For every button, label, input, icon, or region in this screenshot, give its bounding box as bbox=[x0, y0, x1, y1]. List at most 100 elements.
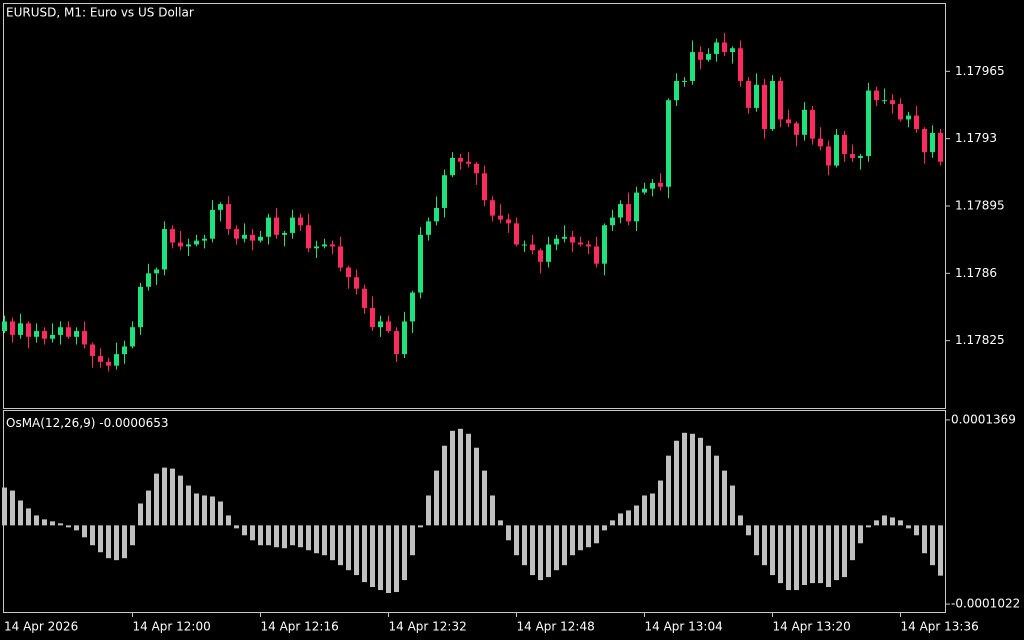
histogram-bar bbox=[434, 470, 439, 526]
candle-body bbox=[866, 90, 871, 156]
histogram-bar bbox=[898, 520, 903, 526]
histogram-bar bbox=[74, 525, 79, 531]
histogram-bar bbox=[122, 525, 127, 559]
candle-body bbox=[738, 48, 743, 81]
candle-body bbox=[426, 221, 431, 235]
histogram-bar bbox=[2, 487, 7, 526]
candle-body bbox=[282, 232, 287, 235]
histogram-bar bbox=[42, 519, 47, 526]
candle-body bbox=[202, 238, 207, 241]
candle-body bbox=[130, 327, 135, 347]
candle-body bbox=[330, 244, 335, 247]
candle-body bbox=[242, 234, 247, 239]
histogram-bar bbox=[658, 480, 663, 526]
histogram-bar bbox=[802, 525, 807, 586]
histogram-bar bbox=[34, 515, 39, 526]
candle-body bbox=[546, 244, 551, 262]
histogram-bar bbox=[890, 517, 895, 526]
candle-body bbox=[434, 207, 439, 222]
histogram-bar bbox=[290, 525, 295, 546]
histogram-bar bbox=[18, 500, 23, 526]
histogram-bar bbox=[226, 515, 231, 526]
candle-body bbox=[346, 267, 351, 278]
candle-body bbox=[322, 244, 327, 247]
candle-body bbox=[410, 292, 415, 322]
histogram-bar bbox=[858, 525, 863, 544]
histogram-bar bbox=[690, 433, 695, 526]
histogram-bar bbox=[162, 467, 167, 526]
candle-body bbox=[362, 288, 367, 308]
histogram-bar bbox=[714, 455, 719, 526]
candle-body bbox=[674, 80, 679, 101]
candle-body bbox=[394, 331, 399, 355]
candle-body bbox=[122, 346, 127, 355]
histogram-bar bbox=[282, 525, 287, 549]
candle-body bbox=[746, 80, 751, 108]
histogram-bar bbox=[314, 525, 319, 554]
histogram-bar bbox=[938, 525, 943, 576]
histogram-bar bbox=[618, 513, 623, 526]
histogram-bar bbox=[362, 525, 367, 583]
histogram-bar bbox=[642, 495, 647, 526]
x-tick-label: 14 Apr 13:20 bbox=[773, 620, 851, 634]
histogram-bar bbox=[746, 525, 751, 536]
candle-body bbox=[490, 200, 495, 216]
candle-body bbox=[26, 323, 31, 337]
histogram-bar bbox=[146, 490, 151, 526]
histogram-bar bbox=[386, 525, 391, 594]
candle-body bbox=[178, 242, 183, 247]
indicator-last-value: -0.0000653 bbox=[99, 416, 168, 430]
candle-body bbox=[50, 334, 55, 339]
histogram-bar bbox=[530, 525, 535, 576]
candle-body bbox=[602, 225, 607, 264]
candle-body bbox=[34, 331, 39, 337]
x-tick-label: 14 Apr 12:00 bbox=[133, 620, 211, 634]
histogram-bar bbox=[274, 525, 279, 548]
histogram-bar bbox=[834, 525, 839, 581]
candle-body bbox=[466, 161, 471, 164]
candle-body bbox=[682, 80, 687, 82]
histogram-bar bbox=[826, 525, 831, 588]
histogram-bar bbox=[402, 525, 407, 581]
histogram-bar bbox=[266, 525, 271, 546]
histogram-bar bbox=[450, 430, 455, 526]
y-tick-label: 1.1786 bbox=[955, 266, 997, 280]
candle-body bbox=[754, 84, 759, 108]
histogram-bar bbox=[346, 525, 351, 571]
candle-body bbox=[442, 175, 447, 208]
histogram-bar bbox=[178, 475, 183, 526]
candle-body bbox=[890, 100, 895, 105]
histogram-bar bbox=[762, 525, 767, 566]
candle-body bbox=[642, 188, 647, 193]
candle-body bbox=[522, 244, 527, 246]
histogram-bar bbox=[482, 470, 487, 526]
candle-body bbox=[250, 234, 255, 241]
histogram-bar bbox=[546, 525, 551, 578]
candle-body bbox=[842, 134, 847, 155]
candle-body bbox=[858, 155, 863, 158]
candle-body bbox=[146, 273, 151, 287]
histogram-bar bbox=[866, 525, 871, 528]
histogram-bar bbox=[554, 525, 559, 571]
candle-body bbox=[138, 286, 143, 328]
candle-body bbox=[778, 80, 783, 120]
candle-body bbox=[906, 115, 911, 120]
histogram-bar bbox=[842, 525, 847, 578]
candle-body bbox=[450, 157, 455, 176]
histogram-bar bbox=[850, 525, 855, 561]
histogram-bar bbox=[490, 495, 495, 526]
histogram-bar bbox=[602, 525, 607, 531]
histogram-bar bbox=[330, 525, 335, 561]
histogram-bar bbox=[770, 525, 775, 576]
candle-body bbox=[898, 104, 903, 120]
histogram-bar bbox=[66, 525, 71, 528]
candle-body bbox=[370, 307, 375, 328]
histogram-bar bbox=[98, 525, 103, 553]
histogram-bar bbox=[242, 525, 247, 536]
x-tick-label: 14 Apr 2026 bbox=[4, 620, 78, 634]
histogram-bar bbox=[210, 496, 215, 526]
histogram-bar bbox=[378, 525, 383, 591]
histogram-bar bbox=[722, 470, 727, 526]
histogram-bar bbox=[138, 503, 143, 526]
